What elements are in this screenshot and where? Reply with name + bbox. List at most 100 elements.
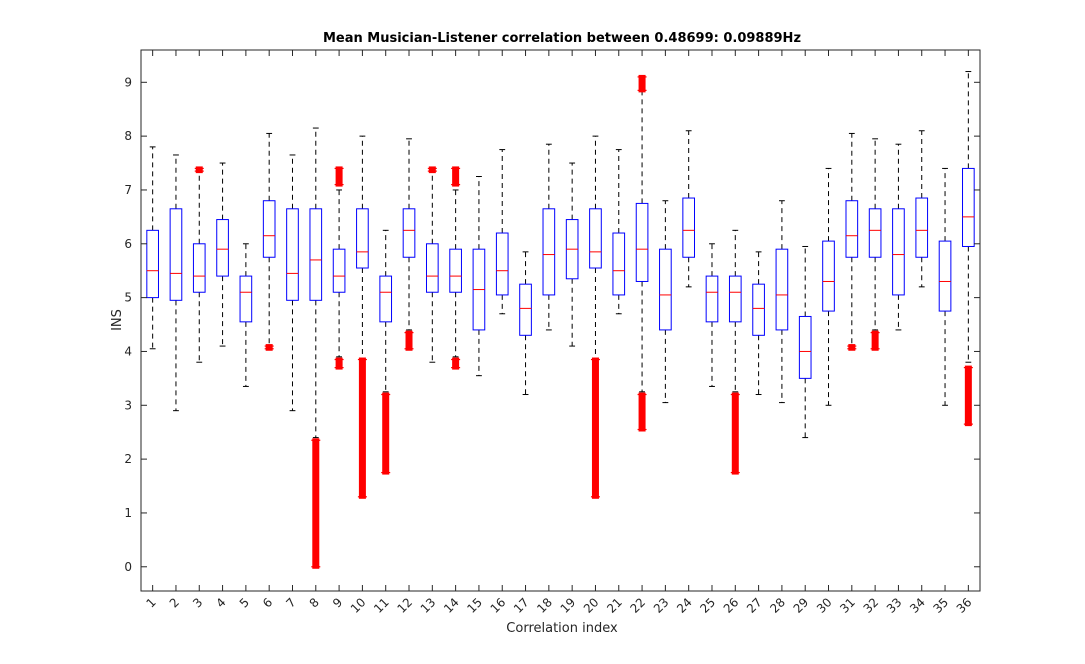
outlier-cluster <box>335 166 343 187</box>
box-iqr <box>542 208 556 296</box>
outlier-cluster <box>871 330 879 351</box>
box-group-10 <box>356 135 369 499</box>
box-group-6 <box>262 132 276 351</box>
outlier-cluster <box>312 438 320 569</box>
outlier-cluster <box>335 357 343 370</box>
box-group-13 <box>425 166 439 363</box>
box-group-20 <box>589 135 602 499</box>
y-axis-label: INS <box>110 309 125 331</box>
box-iqr <box>216 219 229 277</box>
box-iqr <box>962 167 975 247</box>
box-group-31 <box>845 132 859 351</box>
box-iqr <box>379 275 393 323</box>
y-axis: 0 1 2 3 4 5 6 7 8 9 <box>124 75 980 574</box>
y-tick-label: 5 <box>124 291 132 305</box>
outlier-cluster <box>452 166 460 187</box>
outlier-cluster <box>848 344 856 351</box>
box-group-7 <box>286 154 299 412</box>
outlier-cluster <box>428 166 436 174</box>
x-axis-label: Correlation index <box>506 621 618 636</box>
y-tick-label: 7 <box>124 183 132 197</box>
box-iqr <box>169 208 183 301</box>
y-tick-label: 8 <box>124 129 132 143</box>
box-iqr <box>752 283 765 336</box>
outlier-cluster <box>195 166 203 174</box>
box-group-12 <box>402 138 416 351</box>
outlier-cluster <box>638 392 646 432</box>
chart-title: Mean Musician-Listener correlation betwe… <box>323 31 801 46</box>
y-tick-label: 3 <box>124 398 132 412</box>
box-iqr <box>798 315 812 379</box>
box-group-32 <box>868 138 882 351</box>
box-group-14 <box>449 166 462 370</box>
outlier-cluster <box>265 344 273 351</box>
box-iqr <box>146 229 159 299</box>
box-iqr <box>239 275 253 323</box>
y-tick-label: 6 <box>124 237 132 251</box>
box-iqr <box>635 202 649 282</box>
box-group-11 <box>379 229 393 475</box>
outlier-cluster <box>405 330 413 351</box>
box-iqr <box>728 275 742 323</box>
outlier-cluster <box>731 392 739 475</box>
box-iqr <box>659 248 672 331</box>
box-group-36 <box>962 71 975 427</box>
box-iqr <box>262 200 276 258</box>
boxes-layer <box>146 71 975 569</box>
box-iqr <box>682 197 696 258</box>
outlier-cluster <box>452 357 460 370</box>
outlier-cluster <box>382 392 390 475</box>
box-group-19 <box>565 162 579 347</box>
box-group-16 <box>495 149 509 315</box>
box-group-4 <box>216 162 229 347</box>
box-iqr <box>192 243 206 293</box>
box-group-25 <box>705 243 719 387</box>
box-group-17 <box>519 251 532 396</box>
box-iqr <box>449 248 462 293</box>
box-group-15 <box>472 176 486 377</box>
box-group-23 <box>659 200 672 404</box>
y-tick-label: 1 <box>124 506 132 520</box>
box-iqr <box>845 200 859 258</box>
box-iqr <box>705 275 719 323</box>
box-group-21 <box>612 149 626 315</box>
box-iqr <box>612 232 626 296</box>
box-group-22 <box>635 74 649 432</box>
box-group-3 <box>192 166 206 363</box>
box-group-35 <box>938 167 952 406</box>
box-group-18 <box>542 143 556 331</box>
y-tick-label: 2 <box>124 452 132 466</box>
outlier-cluster <box>591 357 599 499</box>
outlier-cluster <box>638 74 646 93</box>
outlier-cluster <box>964 365 972 427</box>
box-group-9 <box>332 166 346 370</box>
box-iqr <box>775 248 789 331</box>
box-group-26 <box>728 229 742 475</box>
box-group-29 <box>798 245 812 439</box>
outlier-cluster <box>358 357 366 499</box>
box-iqr <box>822 240 835 312</box>
box-group-8 <box>309 127 323 569</box>
box-iqr <box>892 208 905 296</box>
box-group-1 <box>146 146 159 350</box>
box-group-2 <box>169 154 183 412</box>
y-tick-label: 0 <box>124 560 132 574</box>
box-iqr <box>495 232 509 296</box>
y-tick-label: 4 <box>124 344 132 358</box>
box-iqr <box>332 248 346 293</box>
box-iqr <box>402 208 416 258</box>
box-group-33 <box>892 143 905 331</box>
box-iqr <box>915 197 929 258</box>
box-iqr <box>425 243 439 293</box>
box-iqr <box>589 208 602 269</box>
box-group-28 <box>775 200 789 404</box>
box-iqr <box>519 283 532 336</box>
box-iqr <box>286 208 299 301</box>
box-group-5 <box>239 243 253 387</box>
box-iqr <box>938 240 952 312</box>
plot-area <box>140 49 981 592</box>
box-iqr <box>868 208 882 258</box>
box-group-24 <box>682 130 696 288</box>
box-iqr <box>356 208 369 269</box>
